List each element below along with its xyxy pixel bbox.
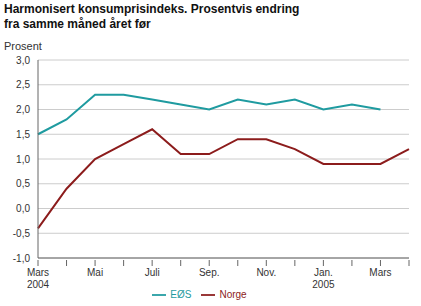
svg-text:Mars: Mars [369,267,391,278]
svg-text:-0,5: -0,5 [13,228,31,239]
svg-text:Mai: Mai [87,267,103,278]
svg-text:Nov.: Nov. [256,267,276,278]
html-text:Norge: Norge [219,288,247,300]
svg-text:-1,0: -1,0 [13,253,31,264]
svg-text:2,5: 2,5 [16,79,30,90]
html-text:Prosent: Prosent [4,40,42,52]
svg-text:Juli: Juli [145,267,160,278]
svg-text:0,5: 0,5 [16,178,30,189]
html-text:Harmonisert konsumprisindeks.: Harmonisert konsumprisindeks. Prosentvis… [4,2,300,31]
svg-text:Sep.: Sep. [199,267,220,278]
svg-text:Mars: Mars [27,267,49,278]
svg-text:1,0: 1,0 [16,154,30,165]
svg-text:Jan.: Jan. [314,267,333,278]
svg-text:2005: 2005 [312,279,335,290]
html-text:EØS: EØS [170,288,192,300]
svg-text:3,0: 3,0 [16,55,30,66]
svg-text:2,0: 2,0 [16,104,30,115]
svg-text:0,0: 0,0 [16,203,30,214]
svg-text:1,5: 1,5 [16,129,30,140]
svg-text:2004: 2004 [27,279,50,290]
